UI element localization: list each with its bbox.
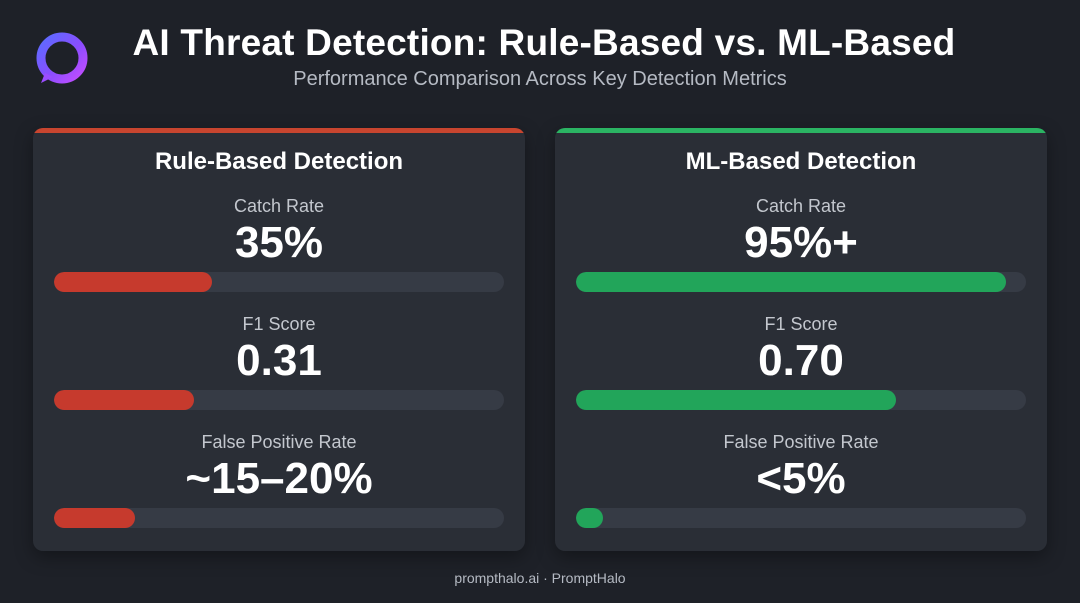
panel-accent-line xyxy=(33,128,525,133)
metric-f1-score: F1 Score 0.70 xyxy=(555,314,1047,424)
metric-label: False Positive Rate xyxy=(201,432,357,452)
metric-f1-score: F1 Score 0.31 xyxy=(33,314,525,424)
metric-value: ~15–20% xyxy=(185,454,373,503)
metric-value: <5% xyxy=(756,454,846,503)
metric-label: Catch Rate xyxy=(755,196,847,216)
progress-track xyxy=(54,508,504,528)
page-subtitle: Performance Comparison Across Key Detect… xyxy=(293,68,787,90)
metric-false-positive-rate: False Positive Rate ~15–20% xyxy=(33,432,525,542)
metric-value: 0.70 xyxy=(758,336,844,385)
footer-credit: prompthalo.ai · PromptHalo xyxy=(454,570,626,586)
panel-accent-line xyxy=(555,128,1047,133)
progress-track xyxy=(576,390,1026,410)
metric-false-positive-rate: False Positive Rate <5% xyxy=(555,432,1047,542)
panel-title: ML-Based Detection xyxy=(685,148,917,175)
metric-value: 35% xyxy=(234,218,324,267)
progress-track xyxy=(54,272,504,292)
progress-track xyxy=(54,390,504,410)
prompthalo-logo-icon xyxy=(36,32,88,84)
progress-fill xyxy=(576,508,603,528)
panel-title: Rule-Based Detection xyxy=(154,148,404,175)
metric-value: 95%+ xyxy=(744,218,858,267)
metric-label: False Positive Rate xyxy=(723,432,879,452)
metric-value: 0.31 xyxy=(236,336,322,385)
rule-based-panel: Rule-Based Detection Catch Rate 35% F1 S… xyxy=(33,128,525,551)
progress-fill xyxy=(576,272,1006,292)
progress-fill xyxy=(54,508,135,528)
progress-track xyxy=(576,508,1026,528)
metric-catch-rate: Catch Rate 95%+ xyxy=(555,196,1047,306)
metric-label: F1 Score xyxy=(242,314,316,334)
progress-fill xyxy=(576,390,896,410)
ml-based-panel: ML-Based Detection Catch Rate 95%+ F1 Sc… xyxy=(555,128,1047,551)
progress-fill xyxy=(54,390,194,410)
progress-fill xyxy=(54,272,212,292)
progress-track xyxy=(576,272,1026,292)
page-title: AI Threat Detection: Rule-Based vs. ML-B… xyxy=(132,22,956,63)
metric-label: F1 Score xyxy=(764,314,838,334)
metric-label: Catch Rate xyxy=(233,196,325,216)
metric-catch-rate: Catch Rate 35% xyxy=(33,196,525,306)
